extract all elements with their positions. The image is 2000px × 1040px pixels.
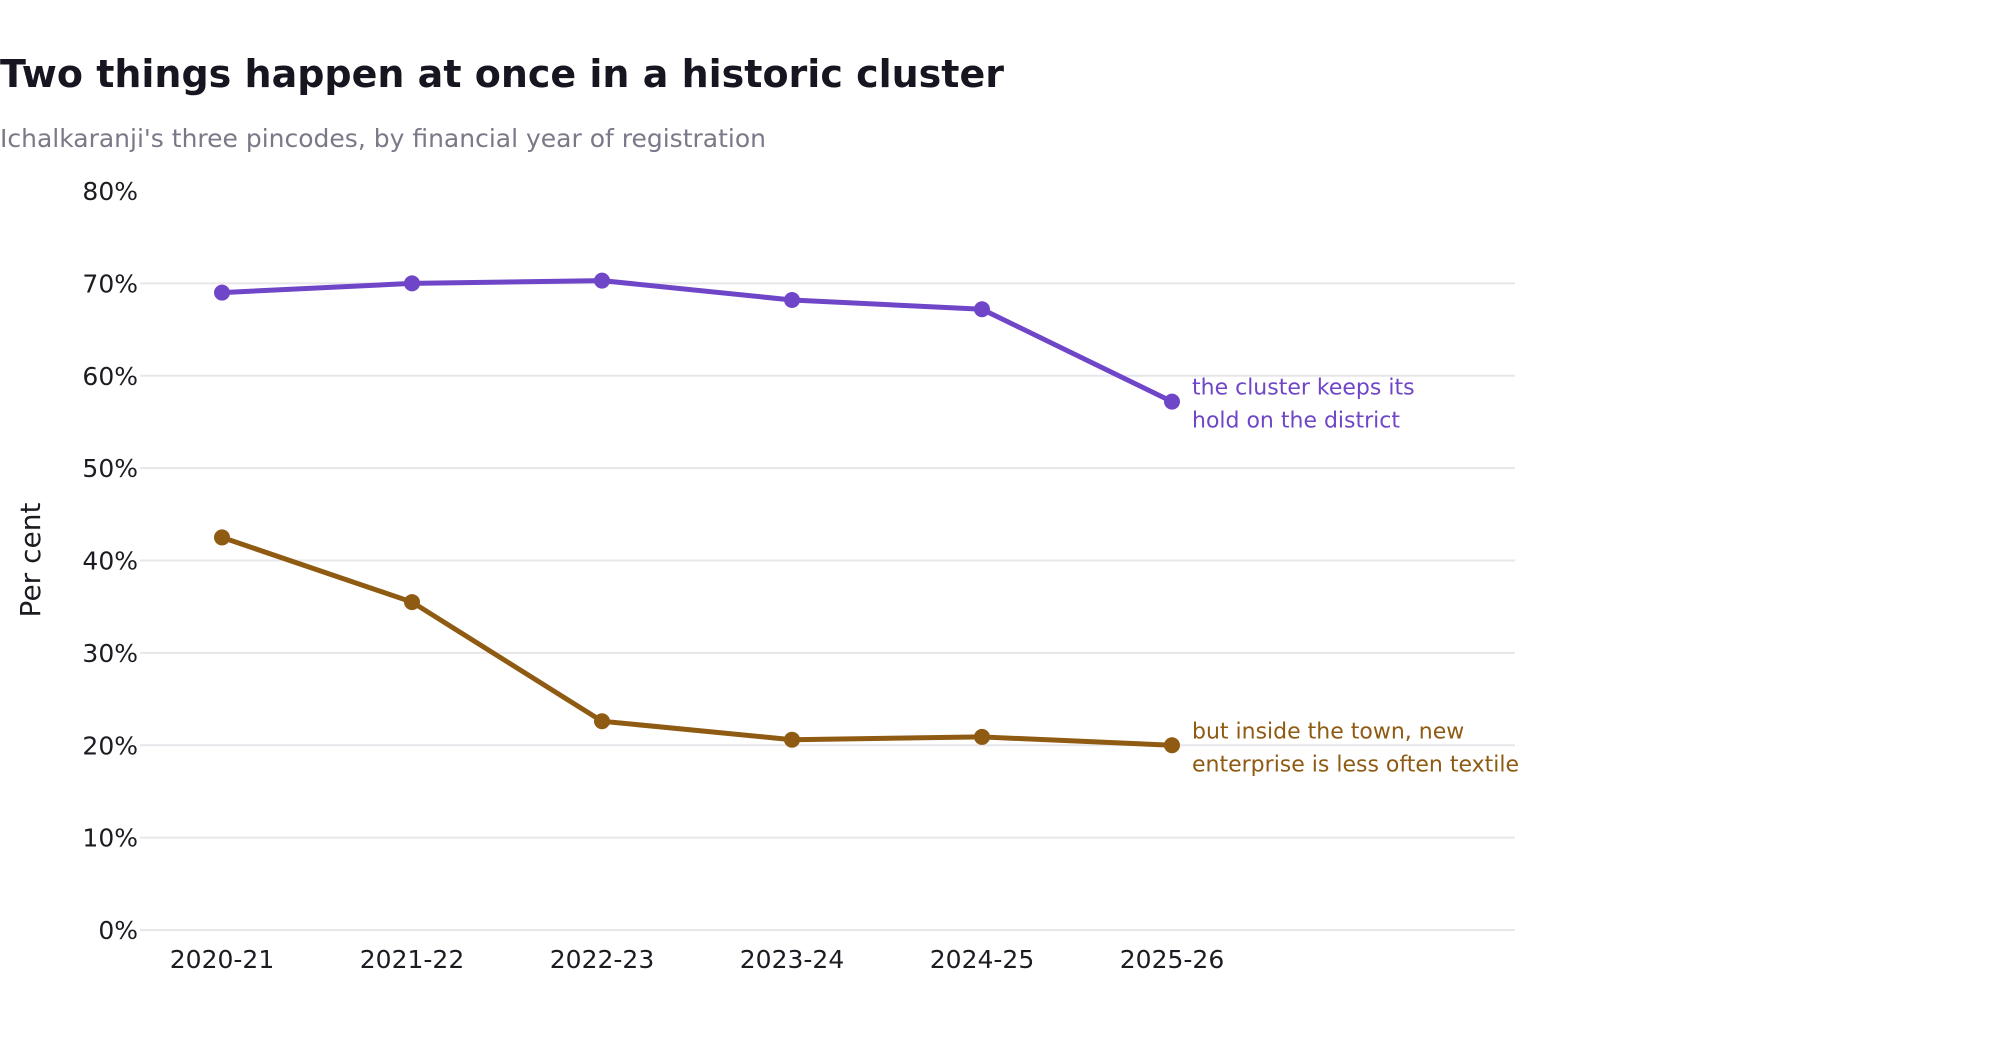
y-axis-ticks: 0% 10% 20% 30% 40% 50% 60% 70% 80% <box>82 177 138 945</box>
y-tick-label: 30% <box>82 639 138 668</box>
y-tick-label: 40% <box>82 547 138 576</box>
series-annotation: hold on the district <box>1192 409 1400 434</box>
annotations: the cluster keeps its hold on the distric… <box>1192 376 1519 778</box>
chart-subtitle: Ichalkaranji's three pincodes, by financ… <box>0 124 766 153</box>
y-tick-label: 70% <box>82 269 138 298</box>
y-axis-title: Per cent <box>14 503 47 618</box>
series-group <box>214 272 1180 754</box>
series-annotation: the cluster keeps its <box>1192 376 1415 401</box>
y-tick-label: 60% <box>82 362 138 391</box>
data-point <box>594 272 610 289</box>
series-line <box>219 534 1175 748</box>
data-point <box>784 731 800 748</box>
x-tick-label: 2021-22 <box>360 945 464 974</box>
data-point <box>974 301 990 318</box>
series-annotation: but inside the town, new <box>1192 719 1464 744</box>
x-tick-label: 2023-24 <box>740 945 844 974</box>
series-annotation: enterprise is less often textile <box>1192 752 1519 777</box>
data-point <box>214 284 230 301</box>
x-tick-label: 2025-26 <box>1120 945 1224 974</box>
data-point <box>214 529 230 546</box>
data-point <box>974 728 990 745</box>
data-point <box>404 275 420 292</box>
y-tick-label: 0% <box>98 916 138 945</box>
y-tick-label: 50% <box>82 454 138 483</box>
x-tick-label: 2022-23 <box>550 945 654 974</box>
data-point <box>1164 737 1180 754</box>
data-point <box>404 594 420 611</box>
chart-title: Two things happen at once in a historic … <box>0 52 1004 96</box>
y-tick-label: 80% <box>82 177 138 206</box>
x-axis-ticks: 2020-21 2021-22 2022-23 2023-24 2024-25 2025-… <box>170 945 1224 974</box>
data-point <box>784 292 800 309</box>
data-point <box>594 713 610 730</box>
y-tick-label: 20% <box>82 731 138 760</box>
x-tick-label: 2020-21 <box>170 945 274 974</box>
data-point <box>1164 393 1180 410</box>
series-line <box>219 278 1175 405</box>
y-tick-label: 10% <box>82 824 138 853</box>
x-tick-label: 2024-25 <box>930 945 1034 974</box>
